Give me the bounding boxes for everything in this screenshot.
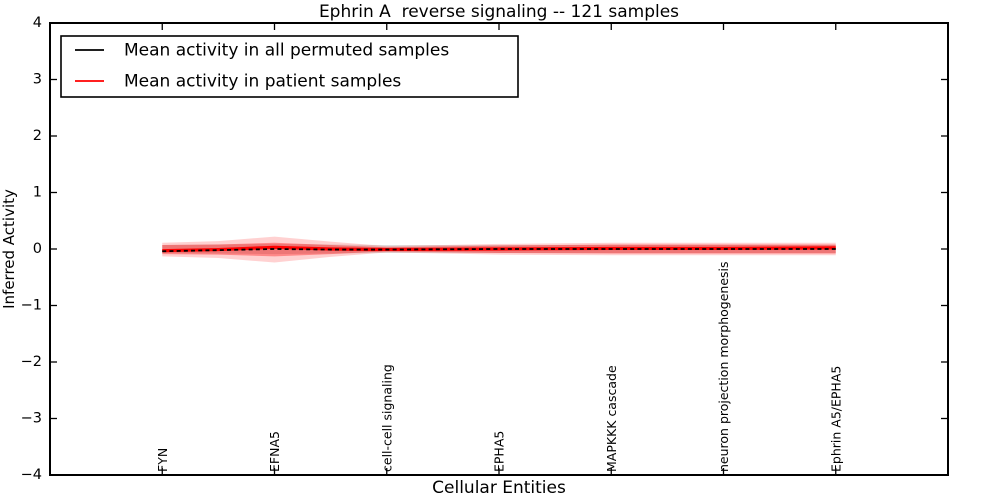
legend-label-permuted: Mean activity in all permuted samples: [124, 41, 449, 61]
chart-title: Ephrin A reverse signaling -- 121 sample…: [319, 2, 679, 22]
axes-border: [49, 22, 949, 476]
x-tick-label: cell-cell signaling: [379, 364, 394, 472]
x-tick-label: MAPKKK cascade: [604, 365, 619, 472]
series-line-permuted: [162, 248, 836, 253]
y-tick-label: −3: [21, 411, 42, 427]
x-tick-label: FYN: [155, 448, 170, 472]
legend-label-patient: Mean activity in patient samples: [124, 72, 401, 92]
y-tick-label: −1: [21, 298, 42, 314]
y-tick-label: 3: [33, 72, 42, 88]
y-tick-label: 4: [33, 15, 42, 31]
x-tick-label: EFNA5: [267, 431, 282, 472]
y-tick-label: −2: [21, 354, 42, 370]
x-axis-label: Cellular Entities: [432, 478, 566, 498]
y-tick-label: 0: [33, 241, 42, 257]
y-tick-label: 1: [33, 185, 42, 201]
y-axis-label: Inferred Activity: [0, 189, 18, 309]
legend-border: [60, 35, 519, 98]
legend: Mean activity in all permuted samples Me…: [60, 35, 519, 98]
x-tick-label: EPHA5: [492, 431, 507, 472]
y-tick-label: −4: [21, 467, 42, 483]
x-tick-label: neuron projection morphogenesis: [716, 261, 731, 472]
x-tick-label: Ephrin A5/EPHA5: [828, 366, 843, 472]
y-tick-label: 2: [33, 128, 42, 144]
plot-area: 4 3 2 1 0 −1 −2 −3 −4 FYN EFNA5 cell-cell signaling…: [21, 15, 947, 483]
